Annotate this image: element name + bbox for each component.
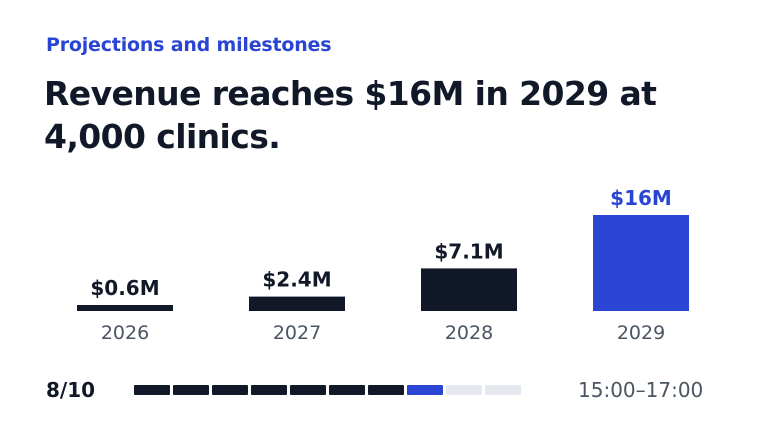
progress-segment-3 bbox=[212, 385, 248, 395]
progress-bar bbox=[134, 385, 521, 395]
progress-segment-7 bbox=[368, 385, 404, 395]
slide-footer: 8/10 15:00–17:00 bbox=[0, 374, 768, 408]
page-number: 8/10 bbox=[46, 378, 96, 402]
bar-2028 bbox=[421, 268, 517, 311]
section-eyebrow: Projections and milestones bbox=[46, 34, 332, 56]
progress-segment-8 bbox=[407, 385, 443, 395]
x-tick-label-2028: 2028 bbox=[445, 322, 493, 344]
progress-segment-5 bbox=[290, 385, 326, 395]
x-tick-label-2029: 2029 bbox=[617, 322, 665, 344]
progress-segment-4 bbox=[251, 385, 287, 395]
bar-2029 bbox=[593, 215, 689, 311]
bar-2027 bbox=[249, 296, 345, 311]
progress-segment-6 bbox=[329, 385, 365, 395]
progress-segment-2 bbox=[173, 385, 209, 395]
bar-value-label-2027: $2.4M bbox=[262, 268, 331, 292]
progress-segment-1 bbox=[134, 385, 170, 395]
time-range: 15:00–17:00 bbox=[578, 378, 704, 402]
progress-segment-10 bbox=[485, 385, 521, 395]
x-tick-label-2026: 2026 bbox=[101, 322, 149, 344]
progress-segment-9 bbox=[446, 385, 482, 395]
x-tick-label-2027: 2027 bbox=[273, 322, 321, 344]
bar-2026 bbox=[77, 305, 173, 311]
bar-value-label-2026: $0.6M bbox=[90, 276, 159, 300]
bar-value-label-2029: $16M bbox=[610, 186, 672, 210]
revenue-bar-chart: $0.6M 2026 $2.4M 2027 $7.1M 2028 $16M 2029 bbox=[77, 186, 689, 344]
bar-value-label-2028: $7.1M bbox=[434, 239, 503, 263]
slide-headline: Revenue reaches $16M in 2029 at 4,000 cl… bbox=[44, 74, 657, 156]
